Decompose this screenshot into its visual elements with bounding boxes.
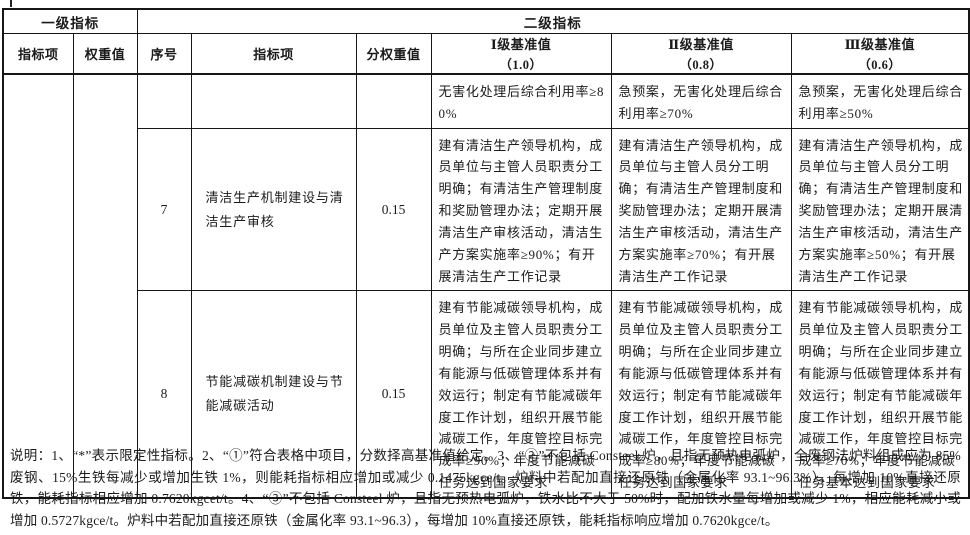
header-no: 序号: [136, 33, 192, 75]
header-grade3: Ⅲ级基准值 （0.6）: [790, 33, 970, 75]
header-grade1-sub: （1.0）: [499, 58, 543, 72]
table-row-7: 7 清洁生产机制建设与清洁生产审核 0.15 建有清洁生产领导机构，成员单位与主…: [3, 127, 970, 292]
cell-grade1: 建有清洁生产领导机构，成员单位与主管人员职责分工明确；有清洁生产管理制度和奖励管…: [430, 127, 612, 292]
header-grade2: Ⅱ级基准值 （0.8）: [610, 33, 792, 75]
header-grade1-title: Ⅰ级基准值: [490, 37, 552, 52]
header-grade2-sub: （0.8）: [679, 58, 723, 72]
header-columns-row: 指标项 权重值 序号 指标项 分权重值 Ⅰ级基准值 （1.0） Ⅱ级基准值 （0…: [2, 33, 970, 75]
header-weight: 权重值: [72, 33, 138, 75]
cell-level1-weight-empty: [72, 73, 138, 499]
page-edge-artifact: [10, 0, 12, 7]
cell-no: 7: [136, 127, 192, 292]
cell-subweight: [355, 73, 432, 129]
cell-no: [136, 73, 192, 129]
cell-grade2: 建有节能减碳领导机构，成员单位及主管人员职责分工明确；与所在企业同步建立有能源与…: [610, 290, 792, 499]
table-row-continuation: 无害化处理后综合利用率≥80% 急预案，无害化处理后综合利用率≥70% 急预案，…: [2, 73, 970, 499]
cell-grade2: 急预案，无害化处理后综合利用率≥70%: [610, 73, 792, 129]
cell-grade3: 建有节能减碳领导机构，成员单位及主管人员职责分工明确；与所在企业同步建立有能源与…: [790, 290, 970, 499]
cell-item: 清洁生产机制建设与清洁生产审核: [190, 127, 357, 292]
footnote-text: 说明：1、“*”表示限定性指标。2、“①”符合表格中项目，分数择高基准值给定。3…: [10, 448, 961, 528]
cell-grade1: 无害化处理后综合利用率≥80%: [430, 73, 612, 129]
table-row-8: 8 节能减碳机制建设与节能减碳活动 0.15 建有节能减碳领导机构，成员单位及主…: [3, 290, 970, 499]
cell-no: 8: [136, 290, 192, 499]
cell-subweight: 0.15: [355, 127, 432, 292]
indicator-table: 一级指标 二级指标 指标项 权重值 序号 指标项 分权重值 Ⅰ级基准值 （1.0…: [2, 8, 970, 499]
header-grade1: Ⅰ级基准值 （1.0）: [430, 33, 612, 75]
cell-grade2: 建有清洁生产领导机构，成员单位与主管人员分工明确；有清洁生产管理制度和奖励管理办…: [610, 127, 792, 292]
cell-grade3: 建有清洁生产领导机构，成员单位与主管人员分工明确；有清洁生产管理制度和奖励管理办…: [790, 127, 970, 292]
header-grade2-title: Ⅱ级基准值: [668, 37, 734, 52]
header-subweight: 分权重值: [355, 33, 432, 75]
header-item1: 指标项: [2, 33, 74, 75]
header-group-row: 一级指标 二级指标: [2, 8, 970, 34]
cell-item: [190, 73, 357, 129]
cell-grade1: 建有节能减碳领导机构，成员单位及主管人员职责分工明确；与所在企业同步建立有能源与…: [430, 290, 612, 499]
cell-level1-item-empty: [2, 73, 74, 499]
cell-grade3: 急预案，无害化处理后综合利用率≥50%: [790, 73, 970, 129]
header-level2: 二级指标: [136, 8, 970, 34]
header-level1: 一级指标: [2, 8, 138, 34]
header-grade3-sub: （0.6）: [858, 58, 902, 72]
header-grade3-title: Ⅲ级基准值: [844, 37, 915, 52]
header-item2: 指标项: [190, 33, 357, 75]
